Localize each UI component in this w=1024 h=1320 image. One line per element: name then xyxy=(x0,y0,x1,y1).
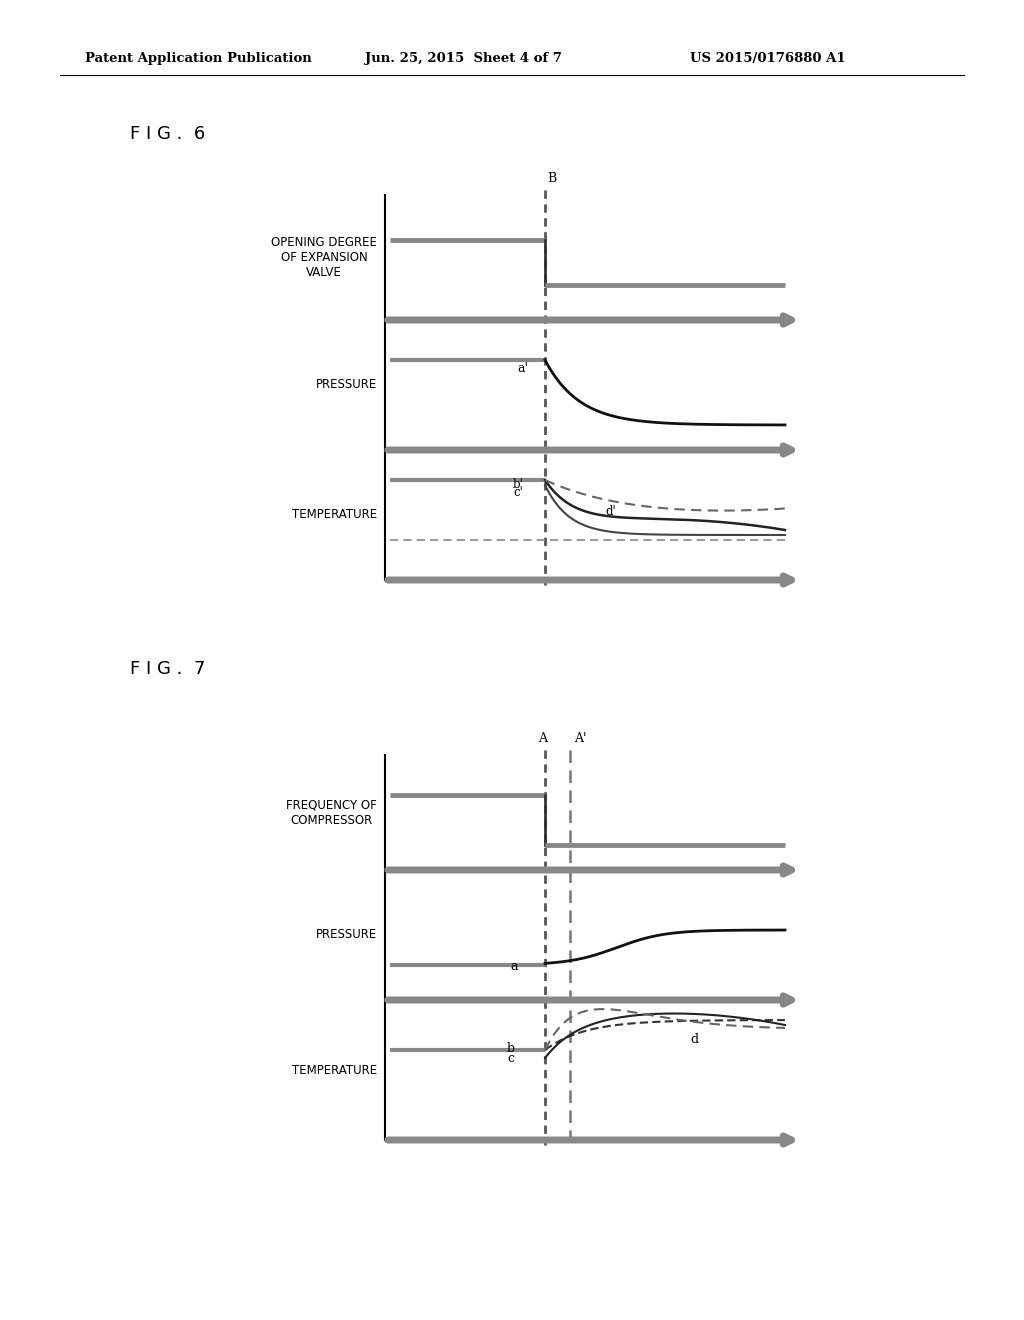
Text: Patent Application Publication: Patent Application Publication xyxy=(85,51,311,65)
Text: TEMPERATURE: TEMPERATURE xyxy=(292,1064,377,1077)
Text: A: A xyxy=(539,733,548,744)
Text: a: a xyxy=(510,960,517,973)
Text: a': a' xyxy=(517,362,528,375)
Text: b': b' xyxy=(513,478,523,491)
Text: FREQUENCY OF
COMPRESSOR: FREQUENCY OF COMPRESSOR xyxy=(287,799,377,826)
Text: c: c xyxy=(507,1052,514,1065)
Text: PRESSURE: PRESSURE xyxy=(315,379,377,392)
Text: B: B xyxy=(547,172,556,185)
Text: c': c' xyxy=(513,486,522,499)
Text: US 2015/0176880 A1: US 2015/0176880 A1 xyxy=(690,51,846,65)
Text: A': A' xyxy=(574,733,587,744)
Text: F I G .  6: F I G . 6 xyxy=(130,125,205,143)
Text: F I G .  7: F I G . 7 xyxy=(130,660,206,678)
Text: b: b xyxy=(507,1041,515,1055)
Text: d': d' xyxy=(605,506,615,517)
Text: d: d xyxy=(690,1034,698,1045)
Text: Jun. 25, 2015  Sheet 4 of 7: Jun. 25, 2015 Sheet 4 of 7 xyxy=(365,51,562,65)
Text: PRESSURE: PRESSURE xyxy=(315,928,377,941)
Text: TEMPERATURE: TEMPERATURE xyxy=(292,508,377,521)
Text: OPENING DEGREE
OF EXPANSION
VALVE: OPENING DEGREE OF EXPANSION VALVE xyxy=(271,236,377,279)
